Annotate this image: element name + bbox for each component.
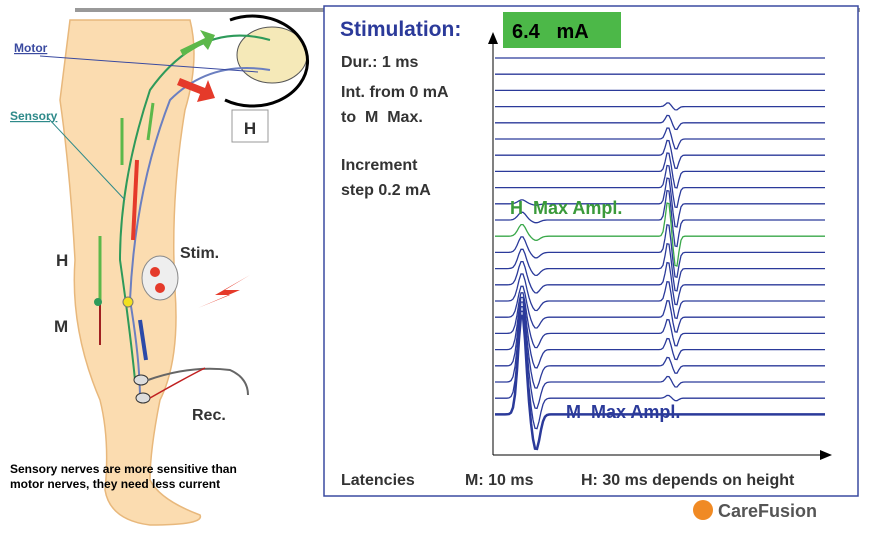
stimulator (141, 255, 179, 301)
trace (495, 301, 825, 389)
stim-point (122, 296, 134, 308)
h-max-label: H Max Ampl. (510, 198, 622, 218)
sensory-pointer (47, 117, 126, 201)
cable (149, 367, 206, 399)
param: Int. from 0 mA (341, 84, 449, 101)
arrow-green (180, 30, 215, 56)
latencies: Latencies (341, 472, 415, 489)
traces (495, 57, 825, 451)
trace (495, 202, 825, 267)
logo-icon (693, 500, 713, 520)
electrode (155, 283, 165, 293)
rec-label: Rec. (192, 407, 226, 424)
arrow-red (177, 78, 215, 102)
arrow-down (146, 102, 155, 141)
trace (495, 127, 825, 150)
axis-arrow (820, 450, 832, 460)
param: to M Max. (341, 109, 423, 126)
dot (94, 298, 102, 306)
rec-electrode (133, 374, 149, 386)
trace (495, 296, 825, 369)
trace (495, 260, 825, 306)
motor-pointer (39, 55, 259, 73)
trace (495, 223, 825, 279)
h-box (231, 109, 269, 143)
trace (495, 285, 825, 333)
trace (495, 243, 825, 292)
trace (495, 292, 825, 349)
param: Dur.: 1 ms (341, 54, 418, 71)
trace (495, 164, 825, 209)
trace (495, 114, 825, 131)
trace (495, 305, 825, 410)
current-value: 6.4 mA (512, 21, 589, 43)
param: Increment (341, 157, 418, 174)
rec-electrode (135, 392, 151, 404)
logo: CareFusion (718, 501, 817, 521)
trace (495, 102, 825, 111)
current-box (503, 12, 621, 48)
arrow-red-up (131, 159, 139, 241)
h-latency: H: 30 ms depends on height (581, 472, 795, 489)
spark (198, 275, 250, 308)
cable (147, 367, 249, 396)
trace (495, 273, 825, 320)
note: motor nerves, they need less current (10, 477, 220, 491)
h-label: H (56, 251, 68, 270)
stim-label: Stim. (180, 245, 219, 262)
trace-panel (323, 5, 859, 497)
trace (495, 177, 825, 228)
trace (495, 152, 825, 189)
loop-arrow (224, 14, 310, 108)
trace (495, 189, 825, 248)
axis-arrow (488, 32, 498, 44)
h-box-label: H (244, 119, 256, 138)
trace (495, 314, 825, 451)
panel-title: Stimulation: (340, 18, 461, 41)
sensory-label: Sensory (10, 109, 58, 123)
leg (59, 19, 202, 526)
trace (495, 139, 825, 170)
m-max-label: M Max Ampl. (566, 402, 680, 422)
m-latency: M: 10 ms (465, 472, 534, 489)
motor-label: Motor (14, 41, 48, 55)
arrow-blue (138, 319, 148, 361)
electrode (150, 267, 160, 277)
trace (495, 310, 825, 430)
m-label: M (54, 317, 68, 336)
param: step 0.2 mA (341, 182, 431, 199)
motor-nerve (128, 67, 271, 401)
note: Sensory nerves are more sensitive than (10, 462, 237, 476)
